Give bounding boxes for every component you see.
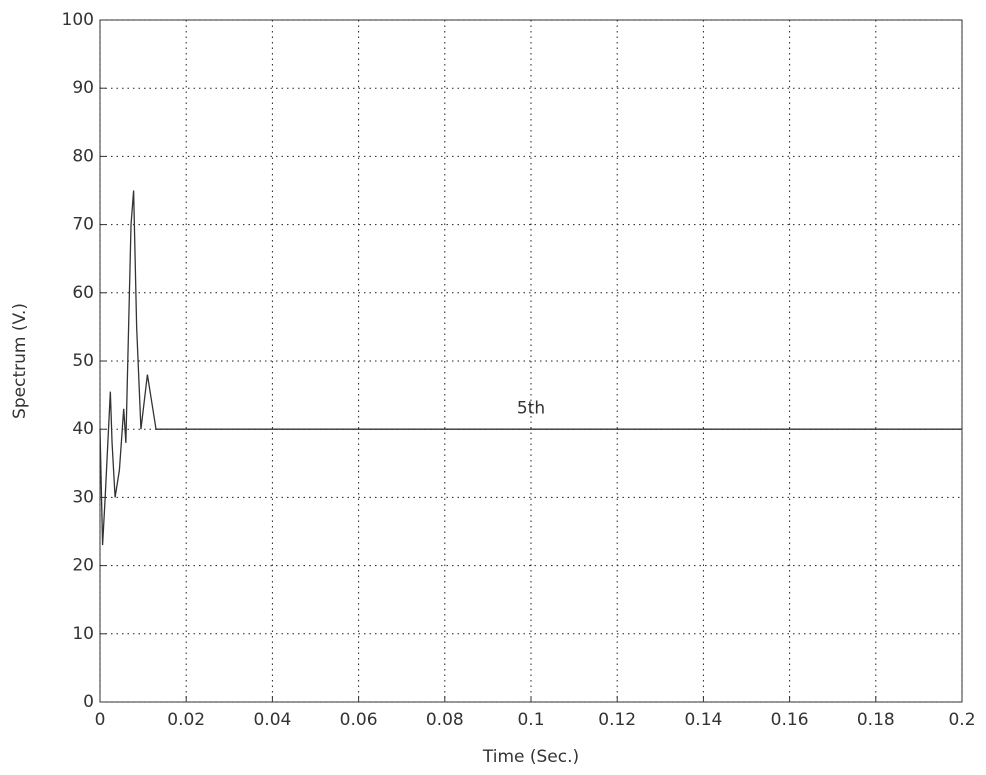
y-tick-label: 20 bbox=[72, 556, 94, 576]
x-tick-label: 0.18 bbox=[857, 710, 895, 730]
x-tick-label: 0.2 bbox=[948, 710, 975, 730]
x-axis-label: Time (Sec.) bbox=[482, 747, 579, 767]
y-tick-label: 90 bbox=[72, 78, 94, 98]
x-tick-label: 0.16 bbox=[771, 710, 809, 730]
y-tick-label: 10 bbox=[72, 624, 94, 644]
annotation: 5th bbox=[517, 399, 545, 419]
y-tick-label: 80 bbox=[72, 146, 94, 166]
x-tick-label: 0.1 bbox=[517, 710, 544, 730]
x-tick-label: 0.02 bbox=[167, 710, 205, 730]
y-tick-label: 40 bbox=[72, 419, 94, 439]
y-tick-label: 100 bbox=[62, 10, 94, 30]
x-tick-label: 0.06 bbox=[340, 710, 378, 730]
y-tick-label: 0 bbox=[83, 692, 94, 712]
data-line bbox=[99, 190, 962, 546]
x-tick-label: 0 bbox=[95, 710, 106, 730]
y-tick-label: 60 bbox=[72, 283, 94, 303]
y-tick-label: 50 bbox=[72, 351, 94, 371]
x-tick-label: 0.08 bbox=[426, 710, 464, 730]
y-axis-label: Spectrum (V.) bbox=[10, 303, 30, 419]
y-tick-label: 70 bbox=[72, 215, 94, 235]
x-tick-label: 0.12 bbox=[598, 710, 636, 730]
y-tick-label: 30 bbox=[72, 487, 94, 507]
x-tick-label: 0.14 bbox=[684, 710, 722, 730]
x-tick-label: 0.04 bbox=[253, 710, 291, 730]
